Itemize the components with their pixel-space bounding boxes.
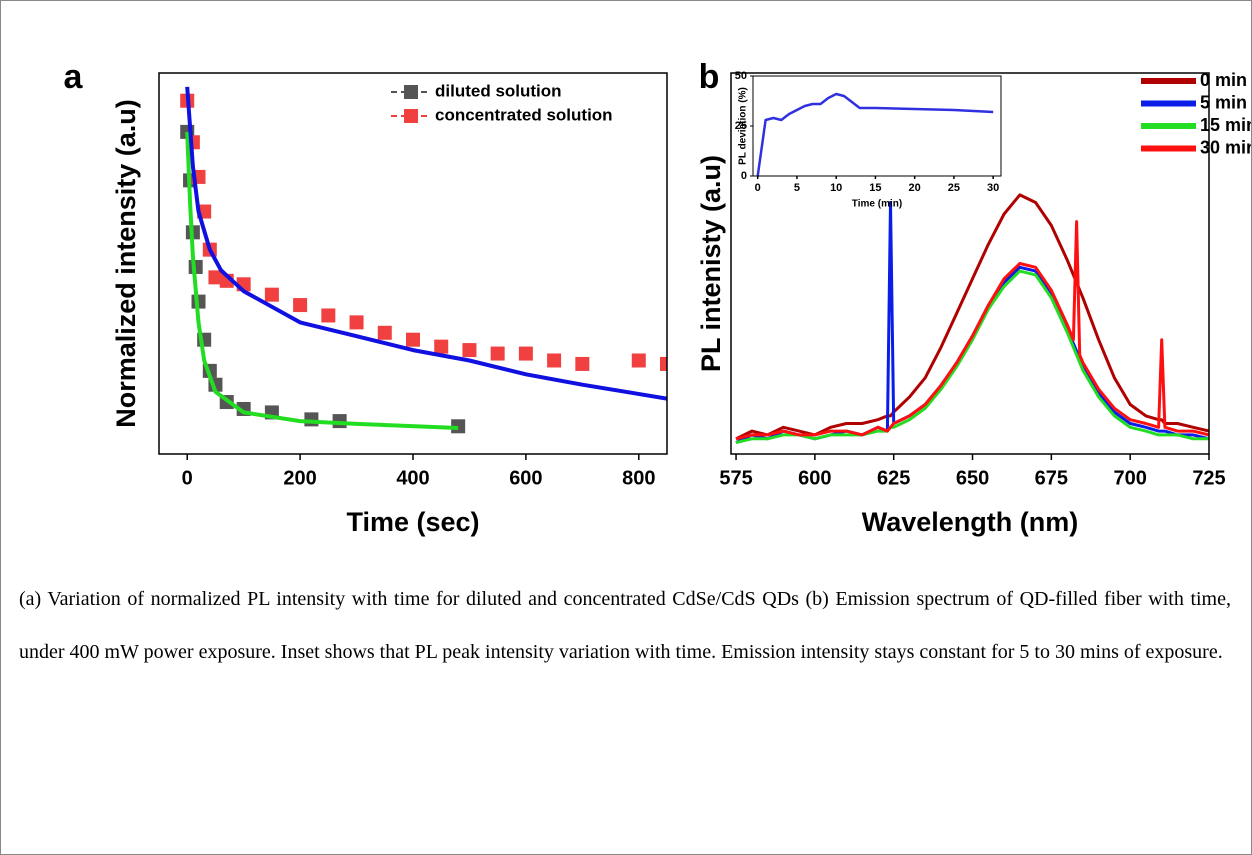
x-tick-label: 15 [869, 182, 881, 194]
x-tick-label: 25 [948, 182, 960, 194]
marker [490, 346, 505, 361]
x-tick-label: 650 [956, 467, 989, 489]
x-axis-label: Time (sec) [346, 507, 479, 537]
plot-area [180, 86, 667, 434]
x-tick-label: 600 [798, 467, 831, 489]
legend-marker [404, 85, 418, 99]
x-tick-label: 400 [396, 467, 429, 489]
caption: (a) Variation of normalized PL intensity… [19, 588, 1231, 663]
y-tick-label: 25 [735, 120, 747, 132]
marker [349, 315, 364, 330]
marker [406, 332, 420, 347]
marker [547, 353, 562, 368]
plot-area [756, 92, 994, 176]
x-tick-label: 200 [283, 467, 316, 489]
x-tick-label: 725 [1192, 467, 1225, 489]
y-axis-label: PL intenisty (a.u) [696, 155, 726, 372]
marker [575, 356, 590, 371]
legend-label: 30 min [1200, 137, 1251, 157]
legend-label: diluted solution [435, 81, 562, 100]
plot-frame [158, 72, 668, 455]
x-tick-label: 30 [987, 182, 999, 194]
panel-label: a [64, 58, 84, 96]
x-tick-label: 10 [830, 182, 842, 194]
plot-frame [752, 75, 1002, 177]
marker [304, 412, 319, 427]
x-tick-label: 20 [909, 182, 921, 194]
series-line [735, 193, 1209, 441]
series-line [735, 201, 1209, 444]
series-line [756, 92, 994, 176]
x-tick-label: 600 [509, 467, 542, 489]
x-tick-label: 0 [755, 182, 761, 194]
marker [631, 353, 646, 368]
y-axis-label: PL deviation (%) [738, 87, 749, 165]
y-axis-label: Normalized intensity (a.u) [111, 99, 141, 428]
series-line [185, 131, 459, 430]
marker [462, 343, 477, 358]
marker [518, 346, 533, 361]
plot-area [735, 193, 1209, 445]
y-tick-label: 0 [741, 170, 747, 182]
series-line [735, 220, 1209, 441]
inset-background [753, 76, 1001, 176]
x-axis-label: Wavelength (nm) [862, 507, 1079, 537]
marker [264, 287, 279, 302]
series-line [735, 269, 1209, 445]
marker [321, 308, 336, 323]
y-tick-label: 50 [735, 70, 747, 82]
series-line [185, 86, 667, 401]
x-axis-label: Time (min) [852, 199, 902, 210]
plot-frame [730, 72, 1210, 455]
x-tick-label: 5 [794, 182, 800, 194]
marker [434, 339, 449, 354]
legend-label: concentrated solution [435, 105, 613, 124]
marker [293, 298, 308, 313]
x-tick-label: 0 [182, 467, 193, 489]
marker [208, 270, 223, 285]
legend-label: 15 min [1200, 115, 1251, 135]
marker [660, 356, 667, 371]
panel-label: b [699, 58, 720, 96]
x-tick-label: 575 [719, 467, 752, 489]
x-tick-label: 625 [877, 467, 910, 489]
marker [377, 325, 392, 340]
legend-label: 0 min [1200, 70, 1247, 90]
legend-marker [404, 109, 418, 123]
legend-label: 5 min [1200, 92, 1247, 112]
x-tick-label: 700 [1113, 467, 1146, 489]
x-tick-label: 800 [622, 467, 655, 489]
x-tick-label: 675 [1035, 467, 1068, 489]
